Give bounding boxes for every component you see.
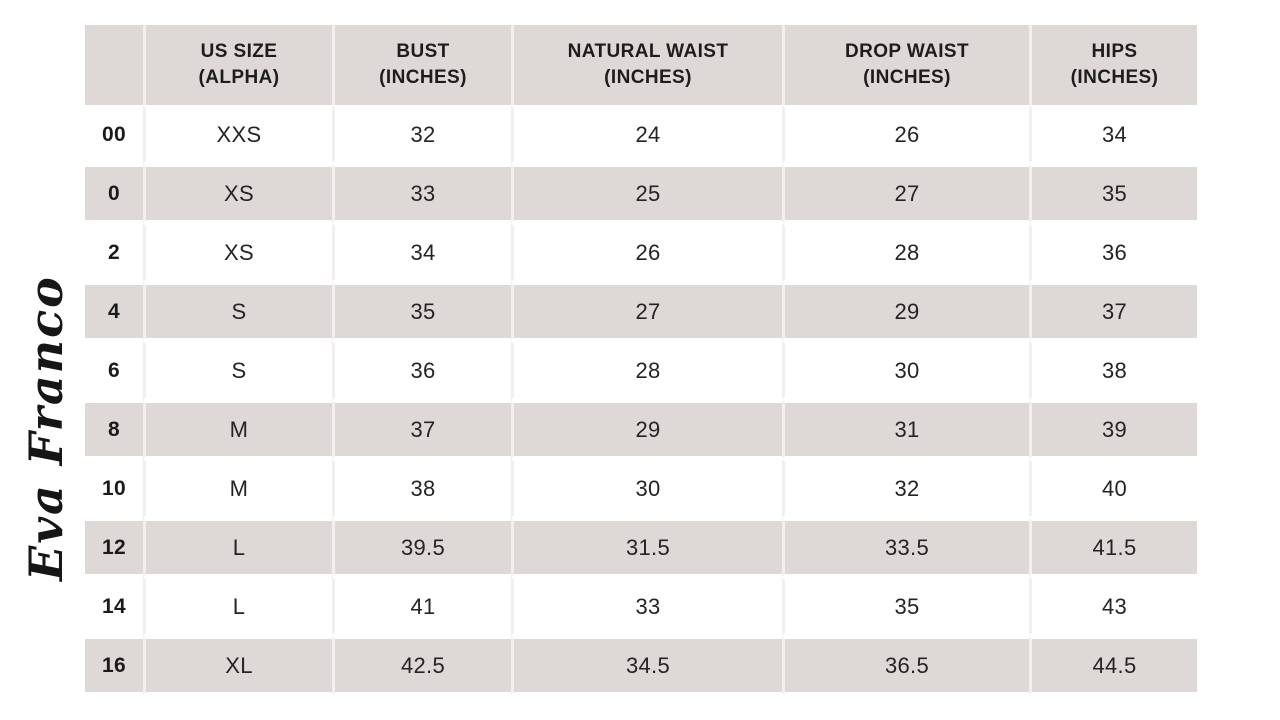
natural-waist-cell: 34.5 [511, 636, 782, 695]
row-label: 8 [85, 400, 143, 459]
header-label: HIPS [1091, 41, 1138, 62]
header-label: NATURAL WAIST [567, 41, 729, 62]
alpha-size-cell: L [143, 518, 332, 577]
row-label: 12 [85, 518, 143, 577]
table-row-size-8: 8 M 37 29 31 39 [85, 400, 1197, 459]
bust-cell: 37 [332, 400, 511, 459]
natural-waist-cell: 29 [511, 400, 782, 459]
alpha-size-cell: M [143, 400, 332, 459]
header-label: US SIZE [200, 41, 278, 62]
header-label: BUST [396, 41, 450, 62]
header-sublabel: (INCHES) [863, 67, 951, 88]
table-row-size-16: 16 XL 42.5 34.5 36.5 44.5 [85, 636, 1197, 695]
table-row-size-2: 2 XS 34 26 28 36 [85, 223, 1197, 282]
hips-cell: 35 [1029, 164, 1197, 223]
header-cell-bust: BUST (INCHES) [332, 25, 511, 105]
bust-cell: 35 [332, 282, 511, 341]
drop-waist-cell: 30 [782, 341, 1029, 400]
hips-cell: 40 [1029, 459, 1197, 518]
hips-cell: 37 [1029, 282, 1197, 341]
drop-waist-cell: 31 [782, 400, 1029, 459]
row-label: 10 [85, 459, 143, 518]
alpha-size-cell: XS [143, 164, 332, 223]
bust-cell: 32 [332, 105, 511, 164]
bust-cell: 34 [332, 223, 511, 282]
hips-cell: 43 [1029, 577, 1197, 636]
bust-cell: 38 [332, 459, 511, 518]
row-label: 6 [85, 341, 143, 400]
size-chart-table: US SIZE (ALPHA) BUST (INCHES) NATURAL WA… [85, 25, 1197, 695]
drop-waist-cell: 32 [782, 459, 1029, 518]
alpha-size-cell: M [143, 459, 332, 518]
brand-logo: Eva Franco [19, 275, 73, 581]
header-sublabel: (INCHES) [604, 67, 692, 88]
bust-cell: 39.5 [332, 518, 511, 577]
header-cell-drop-waist: DROP WAIST (INCHES) [782, 25, 1029, 105]
natural-waist-cell: 28 [511, 341, 782, 400]
row-label: 2 [85, 223, 143, 282]
table-row-size-4: 4 S 35 27 29 37 [85, 282, 1197, 341]
header-cell-row-label [85, 25, 143, 105]
table-header: US SIZE (ALPHA) BUST (INCHES) NATURAL WA… [85, 25, 1197, 105]
bust-cell: 41 [332, 577, 511, 636]
alpha-size-cell: S [143, 282, 332, 341]
natural-waist-cell: 31.5 [511, 518, 782, 577]
header-sublabel: (INCHES) [1070, 67, 1159, 88]
hips-cell: 41.5 [1029, 518, 1197, 577]
alpha-size-cell: XL [143, 636, 332, 695]
natural-waist-cell: 27 [511, 282, 782, 341]
alpha-size-cell: S [143, 341, 332, 400]
row-label: 14 [85, 577, 143, 636]
row-label: 4 [85, 282, 143, 341]
header-cell-us-size: US SIZE (ALPHA) [143, 25, 332, 105]
drop-waist-cell: 29 [782, 282, 1029, 341]
natural-waist-cell: 25 [511, 164, 782, 223]
table-row-size-0: 0 XS 33 25 27 35 [85, 164, 1197, 223]
drop-waist-cell: 36.5 [782, 636, 1029, 695]
table-row-size-14: 14 L 41 33 35 43 [85, 577, 1197, 636]
drop-waist-cell: 27 [782, 164, 1029, 223]
hips-cell: 39 [1029, 400, 1197, 459]
header-sublabel: (INCHES) [379, 67, 467, 88]
alpha-size-cell: XXS [143, 105, 332, 164]
row-label: 0 [85, 164, 143, 223]
alpha-size-cell: L [143, 577, 332, 636]
table-row-size-6: 6 S 36 28 30 38 [85, 341, 1197, 400]
header-cell-hips: HIPS (INCHES) [1029, 25, 1197, 105]
drop-waist-cell: 35 [782, 577, 1029, 636]
header-sublabel: (ALPHA) [198, 67, 280, 88]
table-row-size-12: 12 L 39.5 31.5 33.5 41.5 [85, 518, 1197, 577]
header-label: DROP WAIST [845, 41, 969, 62]
row-label: 00 [85, 105, 143, 164]
header-cell-natural-waist: NATURAL WAIST (INCHES) [511, 25, 782, 105]
bust-cell: 42.5 [332, 636, 511, 695]
table-body: 00 XXS 32 24 26 34 0 XS 33 25 27 35 2 XS… [85, 105, 1197, 695]
table-row-size-00: 00 XXS 32 24 26 34 [85, 105, 1197, 164]
alpha-size-cell: XS [143, 223, 332, 282]
bust-cell: 36 [332, 341, 511, 400]
table-row-size-10: 10 M 38 30 32 40 [85, 459, 1197, 518]
drop-waist-cell: 28 [782, 223, 1029, 282]
natural-waist-cell: 26 [511, 223, 782, 282]
bust-cell: 33 [332, 164, 511, 223]
drop-waist-cell: 33.5 [782, 518, 1029, 577]
hips-cell: 38 [1029, 341, 1197, 400]
natural-waist-cell: 24 [511, 105, 782, 164]
natural-waist-cell: 33 [511, 577, 782, 636]
natural-waist-cell: 30 [511, 459, 782, 518]
drop-waist-cell: 26 [782, 105, 1029, 164]
hips-cell: 44.5 [1029, 636, 1197, 695]
header-row: US SIZE (ALPHA) BUST (INCHES) NATURAL WA… [85, 25, 1197, 105]
hips-cell: 36 [1029, 223, 1197, 282]
row-label: 16 [85, 636, 143, 695]
hips-cell: 34 [1029, 105, 1197, 164]
